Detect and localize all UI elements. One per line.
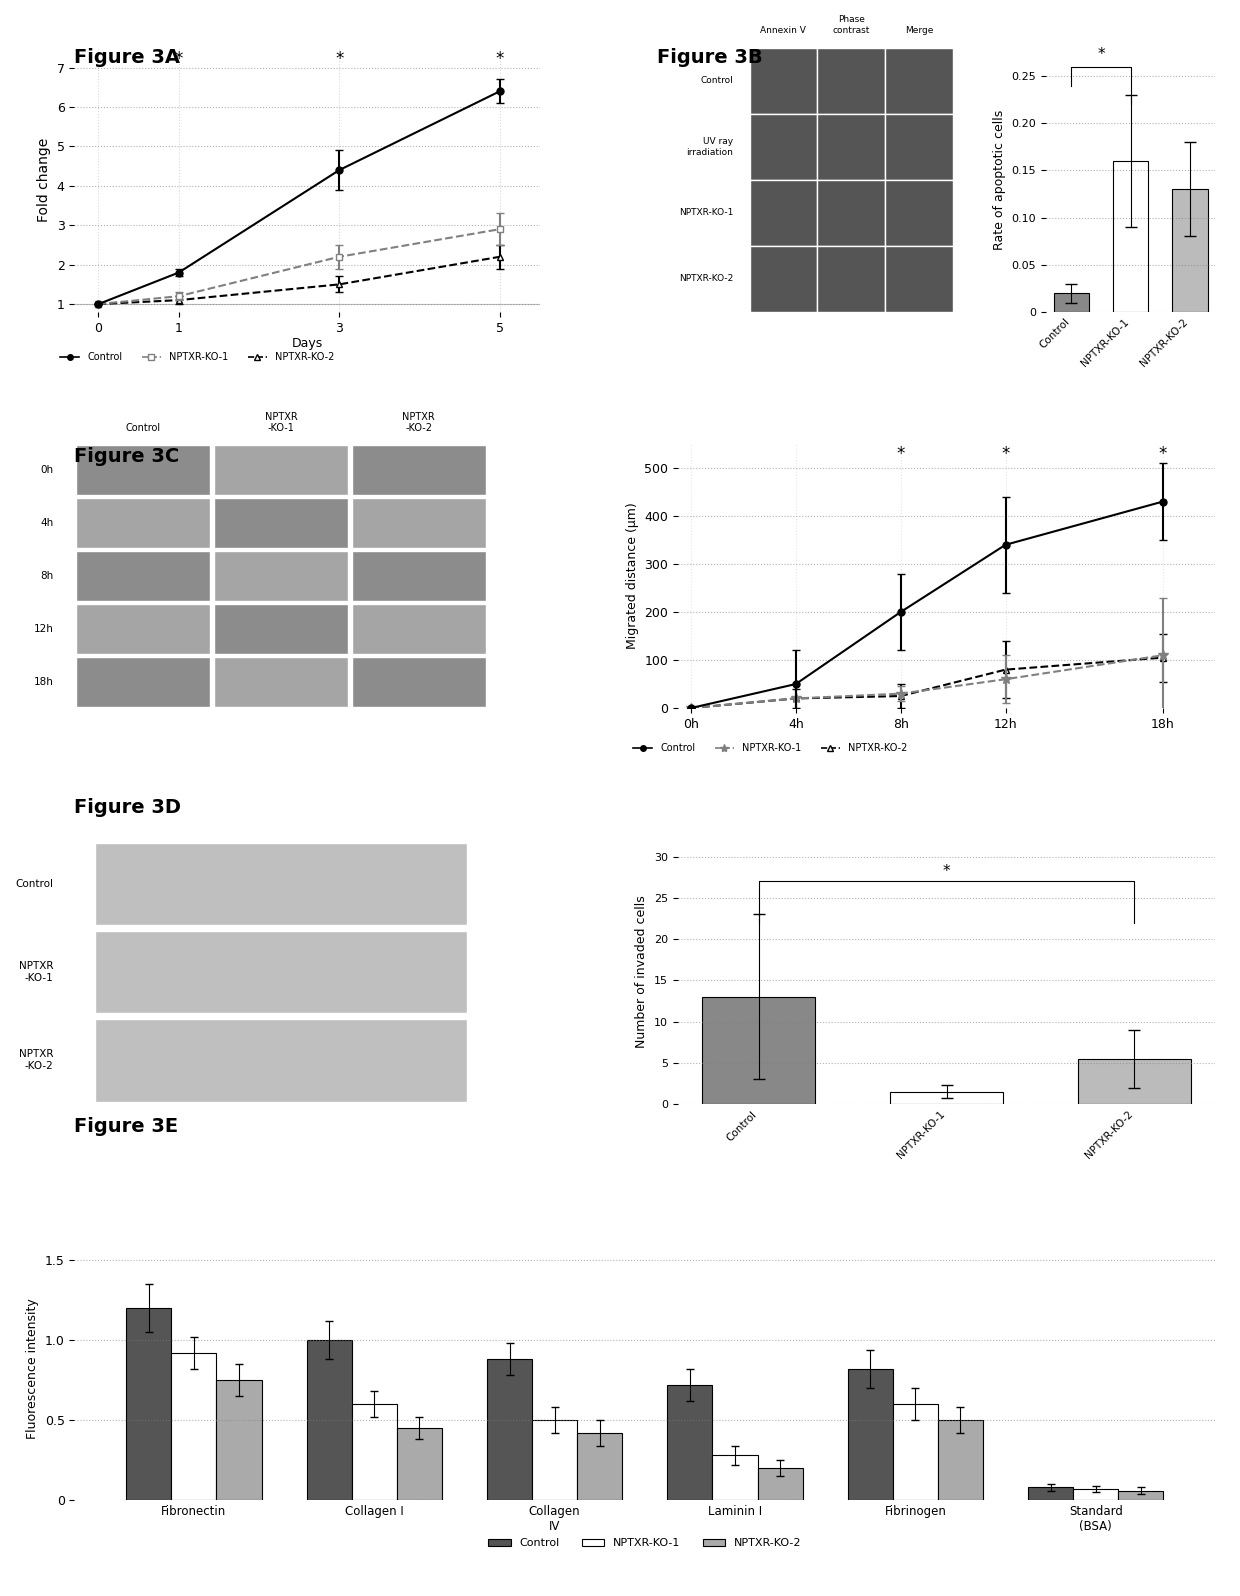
Bar xyxy=(352,498,486,549)
Text: 8h: 8h xyxy=(41,571,53,581)
Bar xyxy=(750,180,817,246)
Bar xyxy=(1028,1487,1073,1500)
Bar xyxy=(77,445,210,495)
X-axis label: Days: Days xyxy=(291,337,322,351)
Bar xyxy=(95,1018,467,1101)
Text: 0h: 0h xyxy=(41,466,53,476)
Bar xyxy=(1078,1058,1190,1104)
Bar xyxy=(817,246,885,311)
Bar xyxy=(77,498,210,549)
Bar xyxy=(95,843,467,926)
Text: Figure 3B: Figure 3B xyxy=(657,48,763,67)
Bar xyxy=(1073,1489,1118,1500)
Bar xyxy=(1118,1491,1163,1500)
Y-axis label: Number of invaded cells: Number of invaded cells xyxy=(635,895,649,1049)
Y-axis label: Rate of apoptotic cells: Rate of apoptotic cells xyxy=(993,110,1006,251)
Bar xyxy=(848,1369,893,1500)
Text: NPTXR
-KO-1: NPTXR -KO-1 xyxy=(264,412,298,434)
Bar xyxy=(577,1433,622,1500)
Text: 18h: 18h xyxy=(33,677,53,686)
Text: NPTXR
-KO-2: NPTXR -KO-2 xyxy=(20,1049,53,1071)
Bar xyxy=(352,603,486,654)
Text: *: * xyxy=(175,49,184,67)
Text: Figure 3D: Figure 3D xyxy=(74,798,181,817)
Text: 12h: 12h xyxy=(33,624,53,634)
Bar xyxy=(215,445,348,495)
Text: Figure 3A: Figure 3A xyxy=(74,48,180,67)
Bar xyxy=(215,498,348,549)
Legend: Control, NPTXR-KO-1, NPTXR-KO-2: Control, NPTXR-KO-1, NPTXR-KO-2 xyxy=(629,739,911,757)
Y-axis label: Fluorescence intensity: Fluorescence intensity xyxy=(26,1298,40,1438)
Text: Phase
contrast: Phase contrast xyxy=(832,16,869,35)
Text: *: * xyxy=(1097,46,1105,62)
Bar xyxy=(885,48,952,113)
Legend: Control, NPTXR-KO-1, NPTXR-KO-2: Control, NPTXR-KO-1, NPTXR-KO-2 xyxy=(56,348,339,365)
Bar xyxy=(750,48,817,113)
Text: *: * xyxy=(1002,445,1009,463)
Bar xyxy=(885,115,952,180)
Bar xyxy=(817,115,885,180)
Bar xyxy=(750,246,817,311)
Bar xyxy=(758,1468,802,1500)
Text: Control: Control xyxy=(16,879,53,889)
Bar xyxy=(171,1353,217,1500)
Legend: Control, NPTXR-KO-1, NPTXR-KO-2: Control, NPTXR-KO-1, NPTXR-KO-2 xyxy=(484,1534,806,1553)
Bar xyxy=(95,930,467,1013)
Bar xyxy=(77,551,210,602)
Bar xyxy=(890,1092,1003,1104)
Bar xyxy=(1054,294,1089,311)
Text: *: * xyxy=(897,445,905,463)
Text: 4h: 4h xyxy=(41,519,53,528)
Bar xyxy=(1172,190,1208,311)
Text: *: * xyxy=(335,49,343,67)
Bar xyxy=(1112,161,1148,311)
Bar xyxy=(750,115,817,180)
Bar xyxy=(215,603,348,654)
Bar xyxy=(817,180,885,246)
Y-axis label: Migrated distance (μm): Migrated distance (μm) xyxy=(626,503,639,650)
Text: NPTXR
-KO-1: NPTXR -KO-1 xyxy=(20,961,53,983)
Text: Figure 3E: Figure 3E xyxy=(74,1117,179,1136)
Text: NPTXR-KO-2: NPTXR-KO-2 xyxy=(680,275,733,284)
Bar xyxy=(126,1309,171,1500)
Bar xyxy=(702,998,815,1104)
Text: NPTXR-KO-1: NPTXR-KO-1 xyxy=(680,209,733,217)
Bar xyxy=(885,180,952,246)
Bar xyxy=(885,246,952,311)
Bar xyxy=(817,48,885,113)
Bar xyxy=(77,603,210,654)
Bar xyxy=(306,1341,352,1500)
Text: Annexin V: Annexin V xyxy=(760,26,806,35)
Bar xyxy=(667,1385,713,1500)
Text: Merge: Merge xyxy=(905,26,932,35)
Text: Figure 3C: Figure 3C xyxy=(74,447,180,466)
Text: Control: Control xyxy=(701,77,733,86)
Y-axis label: Fold change: Fold change xyxy=(37,137,51,222)
Bar xyxy=(397,1428,441,1500)
Bar xyxy=(77,656,210,707)
Text: Control: Control xyxy=(125,423,161,434)
Bar xyxy=(713,1456,758,1500)
Bar xyxy=(893,1404,937,1500)
Text: NPTXR
-KO-2: NPTXR -KO-2 xyxy=(403,412,435,434)
Bar xyxy=(352,551,486,602)
Bar xyxy=(352,1404,397,1500)
Bar xyxy=(487,1360,532,1500)
Text: UV ray
irradiation: UV ray irradiation xyxy=(687,137,733,156)
Bar xyxy=(352,445,486,495)
Bar xyxy=(352,656,486,707)
Bar xyxy=(215,551,348,602)
Text: *: * xyxy=(1158,445,1167,463)
Bar xyxy=(937,1420,983,1500)
Bar xyxy=(217,1381,262,1500)
Bar xyxy=(532,1420,577,1500)
Bar xyxy=(215,656,348,707)
Text: *: * xyxy=(496,49,505,67)
Text: *: * xyxy=(942,863,950,879)
